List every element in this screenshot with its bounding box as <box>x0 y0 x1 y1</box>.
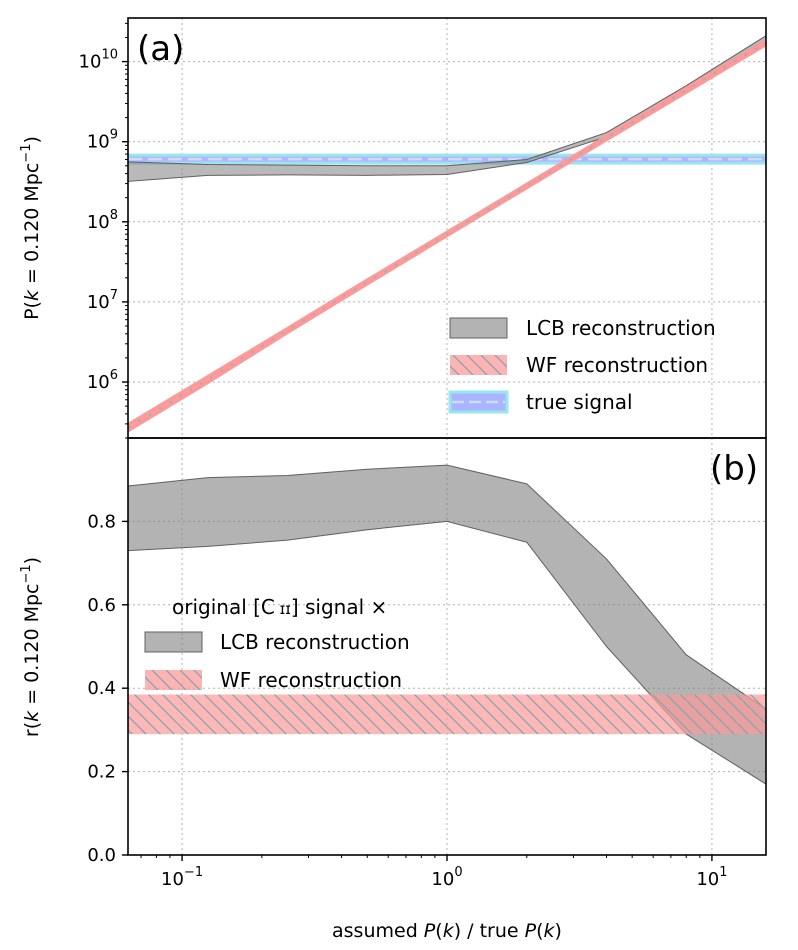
x-axis-label: assumed P(k) / true P(k) <box>332 920 562 942</box>
panel-b-y-tick-label: 0.2 <box>87 762 116 783</box>
true-signal-band <box>128 153 766 165</box>
panel-b: 0.0 0.2 0.4 0.6 0.8 10−1 100 101 (b) r(k = 0.1… <box>19 437 767 942</box>
legend-a-label-lcb: LCB reconstruction <box>526 316 716 340</box>
x-tick-label: 100 <box>431 865 462 890</box>
panel-a-y-tick-label: 106 <box>87 368 118 393</box>
panel-a-legend: LCB reconstruction WF reconstruction tru… <box>448 316 716 414</box>
panel-b-tag: (b) <box>710 449 758 489</box>
panel-b-x-ticks: 10−1 100 101 <box>140 855 728 890</box>
legend-a-entry-wf: WF reconstruction <box>450 353 708 377</box>
legend-b-swatch-wf-hatch <box>145 670 202 690</box>
panel-b-y-tick-label: 0.4 <box>87 678 116 699</box>
legend-a-entry-lcb: LCB reconstruction <box>449 316 716 340</box>
panel-b-legend: original [C ɪɪ] signal × LCB reconstruct… <box>144 595 410 692</box>
panel-a-y-ticks: 106 107 108 109 1010 <box>79 22 128 439</box>
legend-b-entry-lcb: LCB reconstruction <box>144 630 410 654</box>
legend-b-label-lcb: LCB reconstruction <box>220 630 410 654</box>
legend-b-entry-wf: WF reconstruction <box>145 668 402 692</box>
panel-a-y-tick-label: 109 <box>87 128 118 153</box>
panel-a-grid <box>128 18 766 438</box>
panel-a-y-tick-label: 107 <box>87 288 118 313</box>
panel-a-y-tick-label: 108 <box>87 208 118 233</box>
legend-a-label-wf: WF reconstruction <box>526 353 708 377</box>
panel-a-tag: (a) <box>137 29 184 69</box>
panel-b-y-tick-label: 0.6 <box>87 595 116 616</box>
legend-b-label-wf: WF reconstruction <box>220 668 402 692</box>
wf-hatch-line-a <box>128 41 766 429</box>
legend-b-swatch-lcb <box>144 631 203 653</box>
wf-band-b-hatch <box>128 694 766 735</box>
panel-b-y-axis-label: r(k = 0.120 Mpc−1) <box>19 557 43 737</box>
legend-a-entry-true: true signal <box>448 390 633 414</box>
panel-a-series <box>128 35 766 433</box>
x-tick-label: 101 <box>696 865 727 890</box>
panel-a-y-tick-label: 1010 <box>79 48 118 73</box>
legend-b-title: original [C ɪɪ] signal × <box>172 595 387 619</box>
wf-band-a <box>128 38 766 433</box>
legend-a-swatch-lcb <box>449 317 508 339</box>
panel-b-y-ticks: 0.0 0.2 0.4 0.6 0.8 <box>87 511 128 866</box>
legend-a-swatch-wf-hatch <box>450 355 507 375</box>
panel-b-y-tick-label: 0.0 <box>87 845 116 866</box>
lcb-band-b <box>128 464 766 785</box>
panel-b-series <box>128 464 766 785</box>
x-tick-label: 10−1 <box>161 865 203 890</box>
panel-a-y-axis-label: P(k = 0.120 Mpc−1) <box>19 136 43 320</box>
panel-b-y-tick-label: 0.8 <box>87 511 116 532</box>
lcb-band-a <box>128 35 766 182</box>
legend-a-label-true: true signal <box>526 390 633 414</box>
